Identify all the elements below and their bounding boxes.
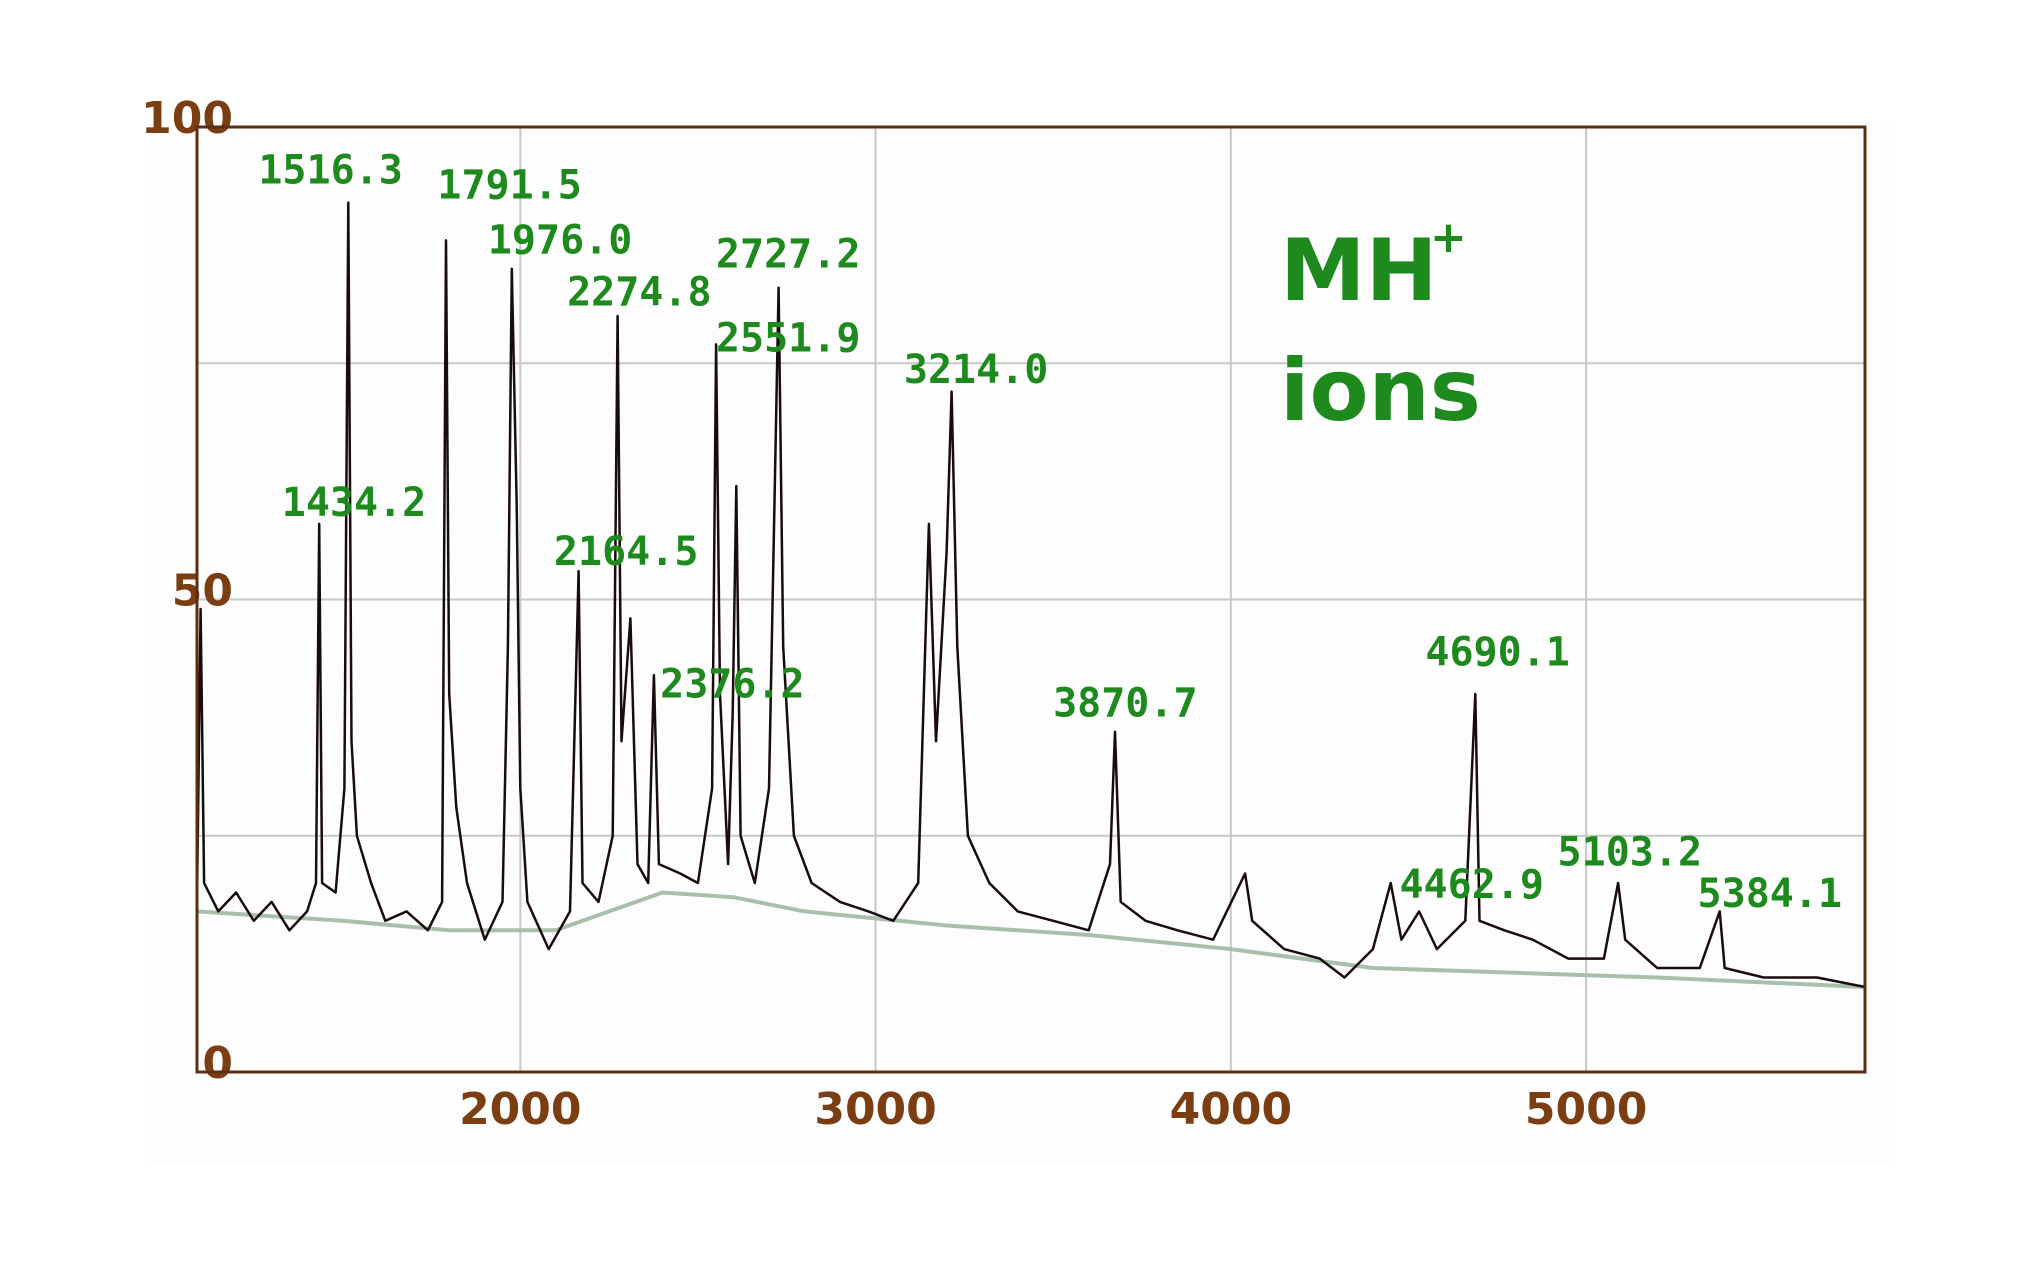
spectrum-line — [195, 201, 1866, 989]
peak-label: 3870.7 — [1053, 680, 1198, 726]
peak-label: 4690.1 — [1425, 629, 1570, 675]
x-tick-label: 3000 — [814, 1084, 936, 1135]
peak-label: 2274.8 — [567, 269, 712, 315]
chart-background — [150, 122, 1890, 1164]
peak-label: 2727.2 — [716, 231, 861, 277]
note-superscript: + — [1430, 212, 1467, 263]
y-tick-label: 100 — [141, 93, 233, 144]
x-tick-label: 5000 — [1525, 1084, 1647, 1135]
peak-label: 5103.2 — [1558, 830, 1703, 876]
peak-label: 1434.2 — [282, 480, 427, 526]
peak-label: 1976.0 — [488, 217, 633, 263]
peak-label: 4462.9 — [1399, 862, 1544, 908]
y-tick-label: 50 — [172, 566, 233, 617]
peak-label: 2376.2 — [660, 661, 805, 707]
x-tick-label: 2000 — [459, 1084, 581, 1135]
note-main: MH — [1280, 221, 1438, 321]
y-tick-label: 0 — [202, 1038, 233, 1089]
peak-label: 5384.1 — [1698, 871, 1843, 917]
plot-frame — [195, 125, 1867, 1074]
peak-label: 2551.9 — [716, 316, 861, 362]
peak-label: 1791.5 — [437, 162, 582, 208]
note-line2: ions — [1280, 341, 1481, 441]
peak-label: 3214.0 — [904, 347, 1049, 393]
x-tick-label: 4000 — [1170, 1084, 1292, 1135]
peak-label: 2164.5 — [554, 529, 699, 575]
spectrum-line — [196, 890, 1866, 989]
peak-label: 1516.3 — [258, 147, 403, 193]
